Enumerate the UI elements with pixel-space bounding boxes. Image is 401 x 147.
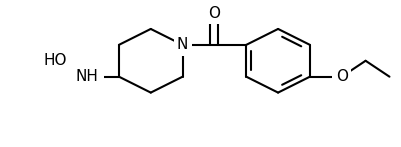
Text: NH: NH xyxy=(76,69,99,84)
Text: O: O xyxy=(336,69,348,84)
Text: HO: HO xyxy=(44,53,67,68)
Text: O: O xyxy=(209,6,221,21)
Text: N: N xyxy=(177,37,188,52)
